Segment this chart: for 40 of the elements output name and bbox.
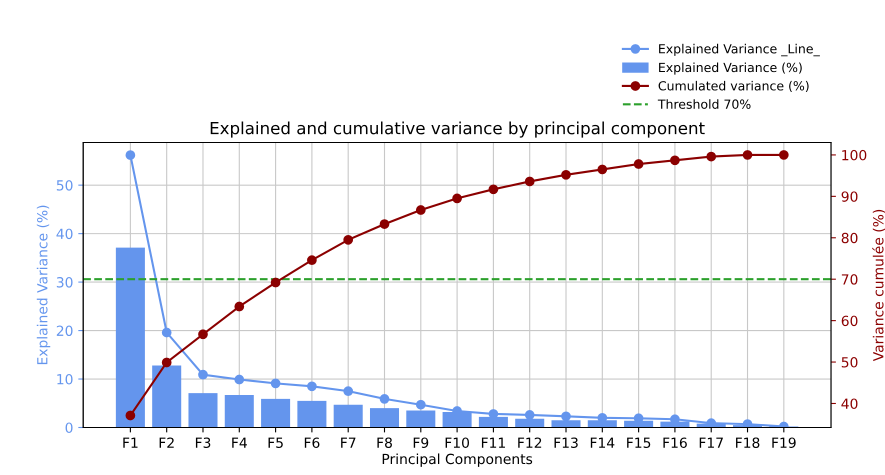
x-tick-label: F14 xyxy=(590,438,614,448)
x-tick-label: F5 xyxy=(268,438,283,448)
x-tick-label: F16 xyxy=(663,437,687,448)
x-tick-label: F17 xyxy=(700,438,723,448)
y2-tick-label: 80 xyxy=(842,232,858,244)
x-tick-label: F1 xyxy=(123,438,138,448)
y-tick-label: 30 xyxy=(56,277,73,288)
y-tick-label: 10 xyxy=(57,374,73,385)
x-tick-label: F12 xyxy=(518,437,542,448)
y2-tick-label: 100 xyxy=(842,150,866,160)
y-axis-title: Explained Variance (%) xyxy=(36,206,50,364)
x-tick-label: F2 xyxy=(160,437,174,448)
y2-tick-label: 70 xyxy=(842,274,858,285)
y2-axis-title: Variance cumulée (%) xyxy=(872,210,885,362)
x-tick-label: F13 xyxy=(554,437,578,448)
x-tick-label: F11 xyxy=(482,438,505,448)
legend-label: Explained Variance _Line_ xyxy=(659,44,820,56)
x-tick-label: F7 xyxy=(341,438,356,448)
y2-tick-label: 60 xyxy=(842,316,858,326)
legend-label: Threshold 70% xyxy=(658,99,751,109)
legend-label: Cumulated variance (%) xyxy=(658,80,809,92)
x-tick-label: F15 xyxy=(627,438,650,448)
x-tick-label: F6 xyxy=(304,437,320,448)
x-tick-label: F3 xyxy=(196,437,210,448)
chart-title: Explained and cumulative variance by principal component xyxy=(210,122,705,138)
y2-tick-label: 40 xyxy=(841,398,858,409)
y-tick-label: 40 xyxy=(56,228,73,240)
x-tick-label: F9 xyxy=(414,437,428,448)
x-tick-label: F18 xyxy=(736,437,760,448)
x-axis-title: Principal Components xyxy=(382,453,532,467)
legend-label: Explained Variance (%) xyxy=(659,62,802,75)
x-tick-label: F4 xyxy=(232,438,247,448)
x-tick-label: F19 xyxy=(772,437,796,448)
y-tick-label: 50 xyxy=(56,180,73,191)
y2-tick-label: 90 xyxy=(842,191,858,202)
x-tick-label: F10 xyxy=(446,437,470,448)
x-tick-label: F8 xyxy=(377,437,392,448)
y-tick-label: 0 xyxy=(66,422,73,433)
y2-tick-label: 50 xyxy=(842,357,858,368)
y-tick-label: 20 xyxy=(56,326,73,336)
